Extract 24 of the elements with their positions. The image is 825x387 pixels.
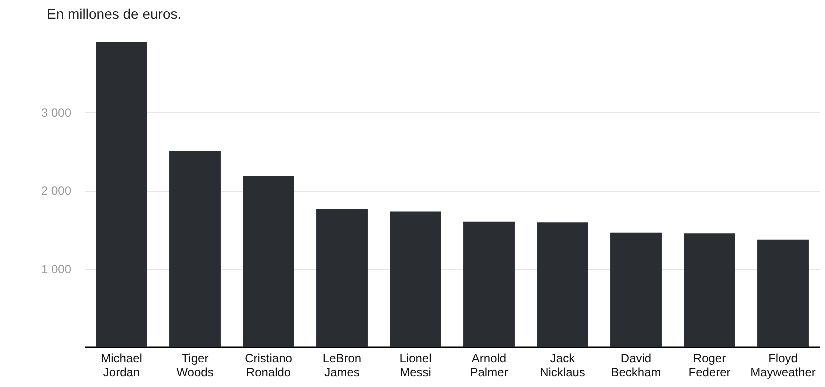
x-tick-label: Arnold Palmer xyxy=(470,352,508,380)
y-tick-label: 2 000 xyxy=(41,184,72,198)
x-tick-label: David Beckham xyxy=(611,352,662,380)
y-tick-label: 3 000 xyxy=(41,106,72,120)
bar xyxy=(758,240,809,347)
x-tick-label: LeBron James xyxy=(322,352,362,380)
x-tick-label: Lionel Messi xyxy=(400,352,432,380)
bar xyxy=(537,222,588,347)
x-tick-label: Jack Nicklaus xyxy=(540,352,586,380)
x-tick-label: Cristiano Ronaldo xyxy=(245,352,293,380)
bar xyxy=(464,222,515,347)
x-tick-label: Floyd Mayweather xyxy=(750,352,816,380)
x-tick-label: Michael Jordan xyxy=(101,352,142,380)
bar xyxy=(390,212,442,347)
bar xyxy=(170,151,221,347)
bar xyxy=(316,209,368,347)
x-tick-label: Tiger Woods xyxy=(176,352,214,380)
bar xyxy=(96,42,148,347)
bar xyxy=(243,176,294,347)
bar xyxy=(610,232,662,347)
chart-title: En millones de euros. xyxy=(47,6,182,22)
bar xyxy=(684,234,736,347)
x-tick-label: Roger Federer xyxy=(688,352,731,380)
y-tick-label: 1 000 xyxy=(41,262,72,276)
